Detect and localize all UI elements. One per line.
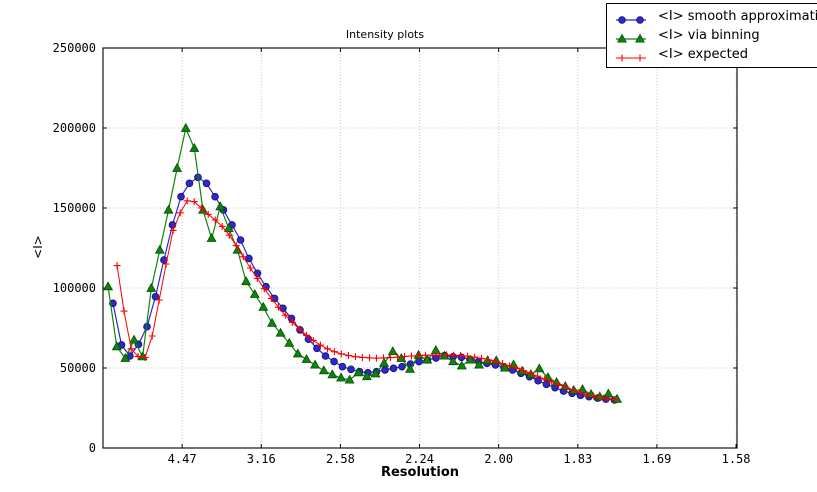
legend: <I> smooth approximation <I> via binning…: [606, 3, 817, 68]
svg-text:2.24: 2.24: [405, 452, 434, 466]
svg-text:1.69: 1.69: [642, 452, 671, 466]
svg-text:4.47: 4.47: [168, 452, 197, 466]
legend-item: <I> expected: [614, 45, 813, 64]
svg-text:200000: 200000: [53, 121, 96, 135]
legend-item-label: <I> via binning: [658, 28, 760, 43]
svg-text:1.83: 1.83: [563, 452, 592, 466]
svg-text:150000: 150000: [53, 201, 96, 215]
svg-text:100000: 100000: [53, 281, 96, 295]
legend-marker-triangle: [614, 30, 650, 42]
legend-marker-plus: [614, 49, 650, 61]
svg-text:50000: 50000: [60, 361, 96, 375]
svg-text:3.16: 3.16: [247, 452, 276, 466]
legend-item-label: <I> smooth approximation: [658, 9, 817, 24]
svg-text:250000: 250000: [53, 41, 96, 55]
svg-text:0: 0: [89, 441, 96, 455]
svg-text:1.58: 1.58: [722, 452, 751, 466]
svg-text:2.58: 2.58: [326, 452, 355, 466]
legend-item: <I> via binning: [614, 26, 813, 45]
svg-text:2.00: 2.00: [484, 452, 513, 466]
legend-item-label: <I> expected: [658, 47, 748, 62]
legend-item: <I> smooth approximation: [614, 7, 817, 26]
legend-marker-circle: [614, 11, 650, 24]
x-axis-label: Resolution: [380, 465, 460, 480]
y-axis-label: <I>: [31, 235, 45, 259]
chart-title: Intensity plots: [345, 28, 425, 41]
